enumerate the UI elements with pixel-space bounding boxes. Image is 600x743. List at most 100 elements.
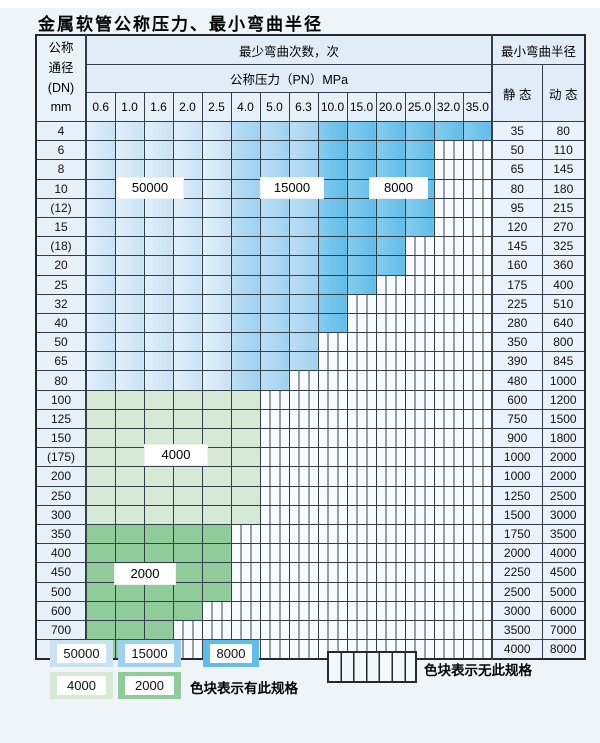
spec-cell-2000: [143, 619, 174, 641]
table-row: 150 900 1800: [35, 427, 586, 449]
table-row: 40 280 640: [35, 312, 586, 334]
dynamic-radius-cell: 270: [541, 216, 586, 238]
spec-cell-8000: [375, 236, 406, 257]
spec-cell-50000: [172, 332, 203, 353]
dynamic-radius-cell: 4500: [541, 562, 586, 583]
spec-cell-8000: [317, 197, 348, 218]
static-radius-cell: 1500: [491, 504, 543, 525]
spec-cell-50000: [85, 351, 116, 372]
spec-cell-4000: [201, 389, 232, 410]
spec-cell-unavailable: [317, 427, 348, 449]
static-radius-cell: 1750: [491, 523, 543, 545]
dn-cell: 600: [35, 600, 87, 621]
bend-cycles-header: 最少弯曲次数，次: [85, 34, 493, 65]
spec-cell-unavailable: [375, 600, 406, 621]
spec-cell-unavailable: [433, 351, 464, 372]
legend-swatch-50000: 50000: [50, 640, 113, 667]
table-row: (12) 95 215: [35, 197, 586, 218]
spec-cell-unavailable: [404, 389, 435, 410]
spec-cell-4000: [85, 447, 116, 468]
spec-cell-50000: [114, 140, 145, 161]
spec-cell-8000: [404, 197, 435, 218]
dn-cell: (18): [35, 236, 87, 257]
spec-cell-unavailable: [259, 562, 290, 583]
spec-cell-unavailable: [317, 370, 348, 391]
spec-cell-unavailable: [375, 447, 406, 468]
spec-cell-50000: [143, 216, 174, 238]
spec-cell-8000: [317, 216, 348, 238]
spec-cell-unavailable: [375, 293, 406, 314]
spec-cell-unavailable: [433, 312, 464, 334]
spec-cell-unavailable: [404, 255, 435, 276]
dn-cell: 500: [35, 581, 87, 602]
dynamic-radius-cell: 8000: [541, 639, 586, 660]
spec-cell-4000: [114, 408, 145, 430]
static-radius-cell: 35: [491, 120, 543, 142]
dn-cell: 300: [35, 504, 87, 525]
spec-cell-8000: [346, 216, 377, 238]
spec-cell-2000: [172, 581, 203, 602]
legend-swatch-label: 8000: [210, 644, 252, 663]
spec-cell-50000: [143, 197, 174, 218]
spec-cell-50000: [143, 274, 174, 295]
spec-cell-50000: [201, 216, 232, 238]
spec-cell-50000: [85, 236, 116, 257]
dynamic-radius-cell: 325: [541, 236, 586, 257]
static-radius-cell: 1250: [491, 485, 543, 506]
spec-cell-unavailable: [375, 274, 406, 295]
spec-cell-50000: [85, 274, 116, 295]
spec-cell-50000: [114, 293, 145, 314]
spec-cell-8000: [346, 197, 377, 218]
spec-cell-50000: [172, 370, 203, 391]
spec-cell-unavailable: [288, 447, 319, 468]
spec-cell-unavailable: [404, 600, 435, 621]
spec-cell-unavailable: [259, 427, 290, 449]
spec-cell-unavailable: [230, 581, 261, 602]
spec-cell-15000: [259, 120, 290, 142]
spec-cell-unavailable: [346, 504, 377, 525]
static-radius-cell: 600: [491, 389, 543, 410]
spec-cell-2000: [85, 600, 116, 621]
spec-cell-unavailable: [433, 236, 464, 257]
spec-cell-unavailable: [462, 543, 493, 564]
spec-cell-50000: [172, 312, 203, 334]
static-radius-cell: 750: [491, 408, 543, 430]
spec-cell-4000: [114, 485, 145, 506]
spec-cell-15000: [230, 140, 261, 161]
spec-cell-unavailable: [259, 543, 290, 564]
pressure-values-row: 0.6 1.0 1.6 2.0 2.5 4.0 5.0 6.3 10.0 15.0 20.0 25.0…: [36, 92, 585, 122]
spec-cell-4000: [230, 427, 261, 449]
spec-cell-unavailable: [317, 562, 348, 583]
pressure-col-header: 1.6: [143, 92, 174, 122]
spec-cell-8000: [317, 312, 348, 334]
spec-cell-15000: [230, 236, 261, 257]
pressure-col-header: 10.0: [317, 92, 348, 122]
spec-cell-unavailable: [433, 427, 464, 449]
spec-cell-unavailable: [433, 408, 464, 430]
spec-cell-4000: [85, 389, 116, 410]
spec-cell-4000: [172, 427, 203, 449]
spec-cell-15000: [230, 274, 261, 295]
dn-cell: 15: [35, 216, 87, 238]
table-row: 65 390 845: [35, 351, 586, 372]
spec-cell-unavailable: [259, 447, 290, 468]
table-row: 300 1500 3000: [35, 504, 586, 525]
spec-cell-unavailable: [404, 466, 435, 487]
spec-cell-unavailable: [230, 543, 261, 564]
spec-cell-4000: [114, 466, 145, 487]
spec-cell-50000: [172, 197, 203, 218]
table-row: 100 600 1200: [35, 389, 586, 410]
spec-cell-unavailable: [201, 600, 232, 621]
spec-cell-50000: [201, 312, 232, 334]
spec-cell-unavailable: [462, 351, 493, 372]
spec-cell-4000: [201, 485, 232, 506]
spec-cell-50000: [85, 120, 116, 142]
spec-cell-15000: [259, 274, 290, 295]
spec-cell-unavailable: [259, 600, 290, 621]
table-row: 700 3500 7000: [35, 619, 586, 641]
spec-cell-15000: [230, 120, 261, 142]
dynamic-radius-cell: 80: [541, 120, 586, 142]
dn-cell: 25: [35, 274, 87, 295]
spec-cell-unavailable: [317, 619, 348, 641]
